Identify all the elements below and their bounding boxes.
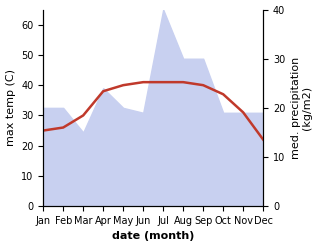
Y-axis label: max temp (C): max temp (C) xyxy=(5,69,16,146)
Y-axis label: med. precipitation
(kg/m2): med. precipitation (kg/m2) xyxy=(291,57,313,159)
X-axis label: date (month): date (month) xyxy=(112,231,194,242)
